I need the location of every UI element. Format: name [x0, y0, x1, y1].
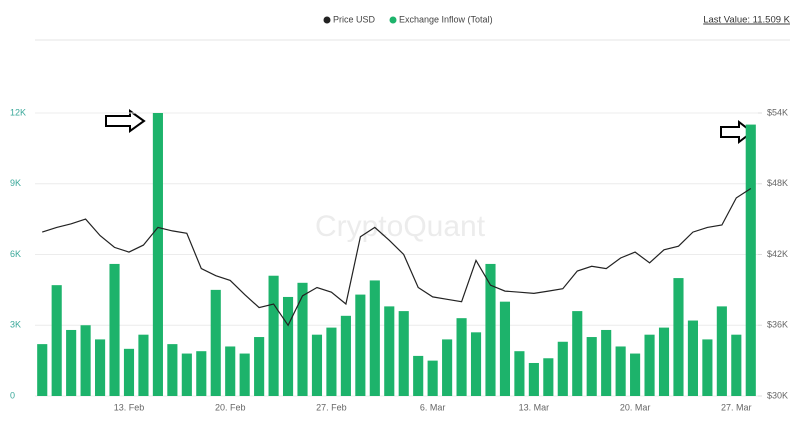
inflow-bar — [716, 306, 727, 396]
inflow-bar — [95, 339, 106, 396]
inflow-bar — [239, 353, 250, 396]
inflow-bar — [254, 337, 265, 396]
inflow-bar — [456, 318, 467, 396]
x-tick-label: 13. Feb — [114, 402, 145, 412]
inflow-bar — [442, 339, 453, 396]
inflow-bar — [702, 339, 713, 396]
inflow-bar — [384, 306, 395, 396]
x-tick-label: 13. Mar — [519, 402, 550, 412]
inflow-bar — [630, 353, 641, 396]
arrow — [720, 119, 754, 145]
y-tick-label: 9K — [10, 178, 21, 188]
y-tick-label: 3K — [10, 320, 21, 330]
y-tick-label: 0 — [10, 390, 15, 400]
inflow-bar — [138, 334, 149, 396]
inflow-bar — [528, 362, 539, 396]
last-value[interactable]: Last Value: 11.509 K — [703, 15, 790, 26]
inflow-bar — [326, 327, 337, 396]
y-tick-label: 12K — [10, 107, 26, 117]
inflow-bar — [66, 329, 77, 396]
inflow-bar — [297, 282, 308, 396]
inflow-bar — [601, 329, 612, 396]
inflow-bar — [282, 296, 294, 396]
x-tick-label: 20. Mar — [620, 402, 651, 412]
inflow-bar — [123, 348, 135, 396]
y2-tick-label: $42K — [767, 249, 788, 259]
y2-tick-label: $48K — [767, 178, 788, 188]
arrow — [105, 109, 146, 133]
x-tick-label: 27. Feb — [316, 402, 347, 412]
inflow-bar — [369, 280, 380, 396]
inflow-bar — [181, 353, 192, 396]
inflow-bar — [413, 355, 424, 396]
inflow-bar — [398, 311, 409, 396]
inflow-bar — [196, 351, 207, 396]
inflow-bar — [673, 278, 684, 396]
inflow-bar — [745, 124, 756, 397]
inflow-bar — [225, 346, 236, 396]
inflow-bar — [311, 334, 323, 396]
inflow-bar — [37, 344, 48, 396]
inflow-bar — [485, 263, 496, 396]
inflow-bar — [210, 289, 221, 396]
inflow-bar — [499, 301, 511, 396]
inflow-bar — [51, 285, 62, 396]
inflow-bar — [152, 113, 163, 396]
inflow-bar — [658, 327, 670, 396]
y-tick-label: 6K — [10, 249, 21, 259]
inflow-bar — [543, 358, 554, 396]
inflow-bar — [470, 332, 482, 396]
y2-tick-label: $30K — [767, 390, 788, 400]
inflow-bar — [615, 346, 626, 396]
inflow-bar — [687, 320, 698, 396]
y2-tick-label: $54K — [767, 107, 788, 117]
x-tick-label: 27. Mar — [721, 402, 752, 412]
inflow-bar — [80, 325, 91, 396]
inflow-bar — [340, 315, 351, 396]
inflow-bar — [268, 275, 279, 396]
inflow-bar — [514, 351, 525, 396]
inflow-bar — [731, 334, 742, 396]
inflow-bar — [586, 337, 597, 396]
x-tick-label: 20. Feb — [215, 402, 246, 412]
legend-label[interactable]: Exchange Inflow (Total) — [399, 14, 493, 24]
inflow-bar — [427, 360, 438, 396]
watermark: CryptoQuant — [315, 210, 486, 243]
price-line — [42, 187, 752, 327]
legend-marker[interactable] — [389, 16, 397, 24]
inflow-bar — [557, 341, 568, 396]
legend-marker[interactable] — [323, 16, 331, 24]
inflow-bar — [644, 334, 655, 396]
inflow-bar — [109, 263, 120, 396]
legend-label[interactable]: Price USD — [333, 14, 376, 24]
y2-tick-label: $36K — [767, 320, 788, 330]
x-tick-label: 6. Mar — [420, 402, 446, 412]
inflow-bar — [572, 311, 583, 396]
inflow-bar — [355, 294, 366, 396]
inflow-bar — [167, 344, 178, 396]
